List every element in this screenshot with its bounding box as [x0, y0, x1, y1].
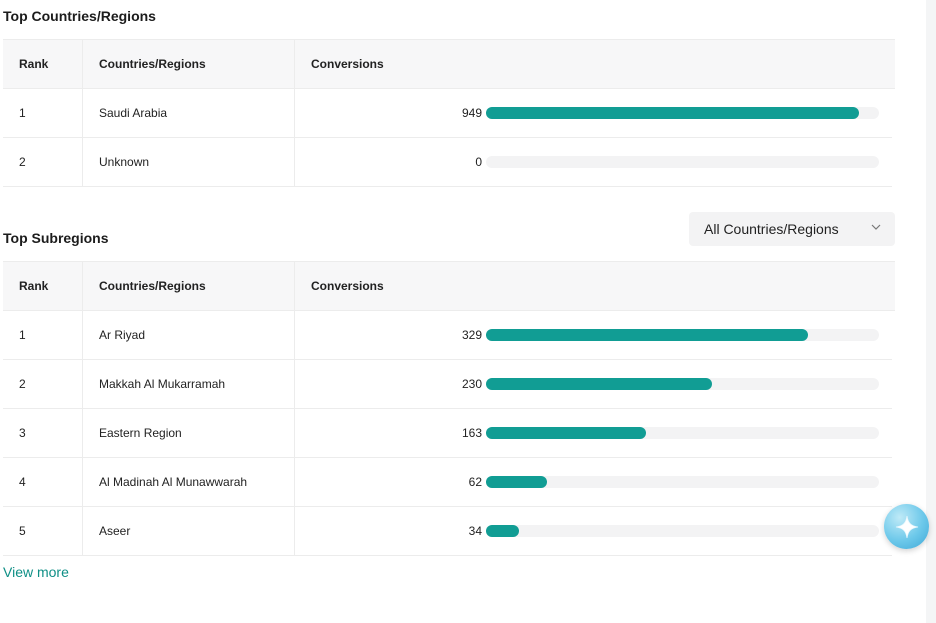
country-header: Countries/Regions: [83, 40, 295, 88]
table-body: 1 Ar Riyad 329 2 Makkah Al Mukarramah 230 3 Eas…: [3, 311, 895, 556]
top-subregions-table: Rank Countries/Regions Conversions 1 Ar R…: [3, 261, 895, 556]
rank-cell: 4: [3, 458, 83, 506]
table-row: 1 Ar Riyad 329: [3, 311, 892, 360]
top-subregions-title: Top Subregions: [3, 230, 109, 246]
country-cell: Saudi Arabia: [83, 89, 295, 137]
country-cell: Makkah Al Mukarramah: [83, 360, 295, 408]
conversions-cell: 230: [295, 360, 892, 408]
country-header: Countries/Regions: [83, 262, 295, 310]
table-header: Rank Countries/Regions Conversions: [3, 39, 895, 89]
rank-cell: 5: [3, 507, 83, 555]
page-scrollbar[interactable]: [926, 0, 936, 623]
rank-cell: 1: [3, 311, 83, 359]
rank-header: Rank: [3, 262, 83, 310]
conversions-cell: 949: [295, 89, 892, 137]
table-row: 3 Eastern Region 163: [3, 409, 892, 458]
conversions-value: 62: [468, 475, 482, 489]
conversions-value: 34: [468, 524, 482, 538]
conversion-bar-fill: [486, 427, 647, 439]
table-row: 1 Saudi Arabia 949: [3, 89, 892, 138]
country-cell: Al Madinah Al Munawwarah: [83, 458, 295, 506]
conversion-bar-fill: [486, 476, 547, 488]
top-countries-table: Rank Countries/Regions Conversions 1 Saud…: [3, 39, 895, 187]
conversions-cell: 34: [295, 507, 892, 555]
conversions-cell: 0: [295, 138, 892, 186]
conversions-header: Conversions: [311, 279, 384, 293]
dropdown-selected-label: All Countries/Regions: [704, 221, 839, 237]
conversions-cell: 163: [295, 409, 892, 457]
conversion-bar-track: [486, 329, 879, 341]
conversion-bar-track: [486, 525, 879, 537]
conversion-bar-track: [486, 427, 879, 439]
table-header: Rank Countries/Regions Conversions: [3, 261, 895, 311]
conversions-value: 949: [461, 106, 482, 120]
table-row: 5 Aseer 34: [3, 507, 892, 556]
rank-cell: 2: [3, 360, 83, 408]
country-cell: Eastern Region: [83, 409, 295, 457]
conversion-bar-track: [486, 476, 879, 488]
conversion-bar-fill: [486, 107, 860, 119]
conversion-bar-track: [486, 107, 879, 119]
assistant-button[interactable]: [884, 504, 929, 549]
table-row: 4 Al Madinah Al Munawwarah 62: [3, 458, 892, 507]
country-filter-dropdown[interactable]: All Countries/Regions: [689, 212, 895, 246]
sparkle-star-icon: [895, 515, 918, 538]
table-body: 1 Saudi Arabia 949 2 Unknown 0: [3, 89, 895, 187]
conversion-bar-fill: [486, 525, 520, 537]
rank-cell: 3: [3, 409, 83, 457]
country-cell: Ar Riyad: [83, 311, 295, 359]
conversion-bar-track: [486, 378, 879, 390]
conversion-bar-fill: [486, 329, 809, 341]
conversions-value: 163: [461, 426, 482, 440]
view-more-link[interactable]: View more: [3, 564, 69, 580]
rank-cell: 2: [3, 138, 83, 186]
conversion-bar-track: [486, 156, 879, 168]
conversion-bar-fill: [486, 378, 712, 390]
conversions-value: 0: [475, 155, 482, 169]
rank-cell: 1: [3, 89, 83, 137]
conversions-cell: 62: [295, 458, 892, 506]
chevron-down-icon: [871, 224, 881, 230]
table-row: 2 Unknown 0: [3, 138, 892, 187]
conversions-cell: 329: [295, 311, 892, 359]
conversions-header: Conversions: [311, 57, 384, 71]
country-cell: Unknown: [83, 138, 295, 186]
country-cell: Aseer: [83, 507, 295, 555]
conversions-value: 329: [461, 328, 482, 342]
conversions-value: 230: [461, 377, 482, 391]
table-row: 2 Makkah Al Mukarramah 230: [3, 360, 892, 409]
top-countries-title: Top Countries/Regions: [3, 8, 156, 24]
rank-header: Rank: [3, 40, 83, 88]
